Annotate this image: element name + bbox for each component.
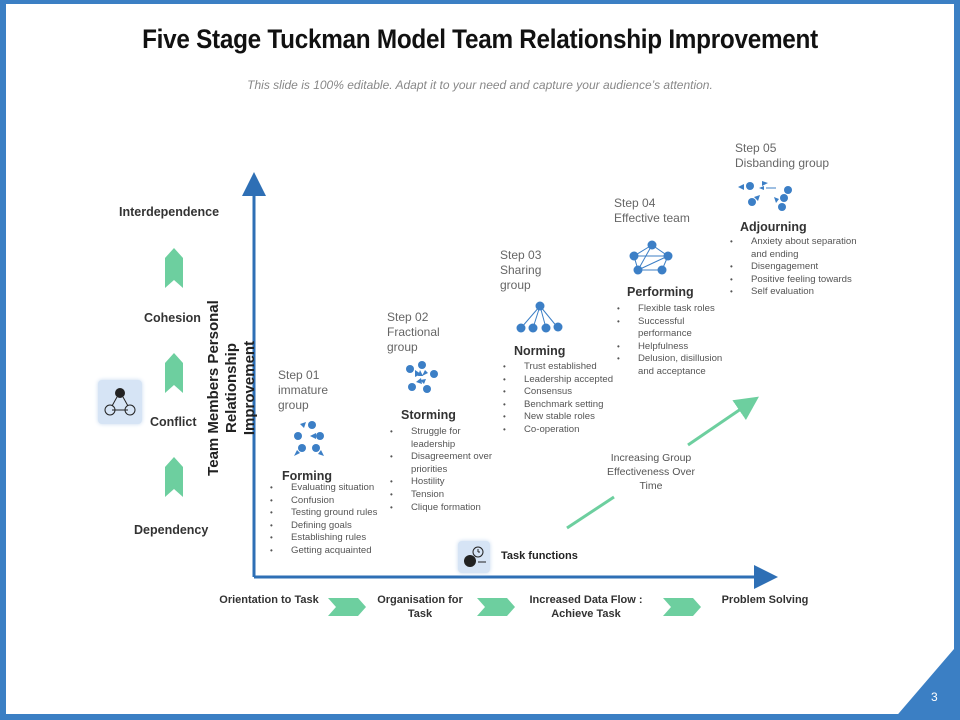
- flow-step-3: Increased Data Flow : Achieve Task: [529, 594, 643, 620]
- flow-step-1: Orientation to Task: [219, 594, 319, 606]
- slide-title: Five Stage Tuckman Model Team Relationsh…: [142, 24, 818, 54]
- stage-4-step: Step 04 Effective team: [614, 196, 690, 225]
- level-dependency: Dependency: [134, 523, 209, 537]
- performing-icon: [629, 240, 673, 275]
- effectiveness-label: Increasing Group Effectiveness Over Time: [607, 452, 695, 492]
- adjourning-icon: [738, 181, 792, 211]
- flow-chevrons: [328, 598, 701, 616]
- stage-2-step: Step 02 Fractional group: [387, 310, 440, 354]
- effectiveness-arrow-upper: [687, 396, 759, 447]
- chevron-up-icon: [165, 457, 183, 497]
- y-axis-label: Team Members Personal Relationship Improv…: [205, 300, 258, 476]
- stage-1-bullets: Evaluating situationConfusionTesting gro…: [270, 482, 390, 558]
- stage-4-bullets: Flexible task rolesSuccessful performanc…: [617, 303, 737, 379]
- stage-4-title: Performing: [627, 285, 694, 299]
- stage-5-title: Adjourning: [740, 220, 807, 234]
- stage-3-title: Norming: [514, 344, 566, 358]
- team-icon: [98, 380, 142, 424]
- stage-1-step: Step 01 immature group: [278, 368, 329, 412]
- effectiveness-arrow-lower: [566, 495, 615, 530]
- chevron-right-icon: [663, 598, 701, 616]
- stage-2-title: Storming: [401, 408, 456, 422]
- stage-1-title: Forming: [282, 469, 332, 483]
- task-functions-label: Task functions: [501, 550, 578, 562]
- stage-3-bullets: Trust establishedLeadership acceptedCons…: [503, 361, 618, 437]
- flow-step-2: Organisation for Task: [377, 594, 463, 620]
- task-functions-icon: [458, 541, 490, 573]
- level-chevrons: [165, 248, 183, 497]
- chevron-right-icon: [477, 598, 515, 616]
- stage-2-bullets: Struggle for leadershipDisagreement over…: [390, 426, 500, 514]
- stage-5-bullets: Anxiety about separation and endingDisen…: [730, 236, 865, 299]
- page-number: 3: [931, 690, 938, 704]
- level-conflict: Conflict: [150, 415, 197, 429]
- chevron-up-icon: [165, 353, 183, 393]
- corner-triangle: [893, 642, 960, 720]
- forming-icon: [294, 421, 324, 456]
- stage-5-step: Step 05 Disbanding group: [735, 141, 830, 170]
- chevron-right-icon: [328, 598, 366, 616]
- level-interdependence: Interdependence: [119, 205, 220, 219]
- level-cohesion: Cohesion: [144, 311, 201, 325]
- storming-icon: [406, 361, 438, 393]
- chevron-up-icon: [165, 248, 183, 288]
- flow-step-4: Problem Solving: [721, 594, 809, 606]
- norming-icon: [516, 301, 563, 333]
- slide-subtitle: This slide is 100% editable. Adapt it to…: [247, 78, 713, 92]
- stage-3-step: Step 03 Sharing group: [500, 248, 542, 292]
